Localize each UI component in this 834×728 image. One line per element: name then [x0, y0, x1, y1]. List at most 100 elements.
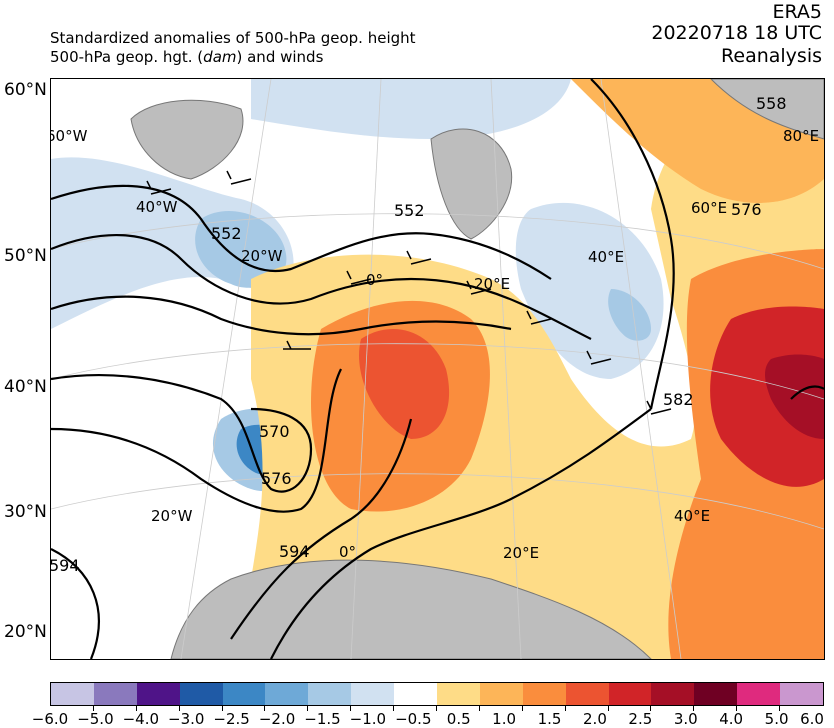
colorbar-tick-label: 2.5: [628, 710, 653, 728]
lon-labels: 60°W 40°W 20°W 0° 20°E 40°E 60°E 80°E 20…: [51, 127, 819, 562]
colorbar-cell: [51, 683, 94, 705]
colorbar-tick: [264, 705, 266, 711]
wind-barb: [406, 250, 432, 265]
lon-label-top: 60°W: [51, 127, 88, 145]
lon-label-top: 20°W: [241, 247, 283, 265]
wind-barb: [226, 170, 252, 185]
colorbar-cell: [136, 683, 180, 705]
anomaly-negative-low1: [195, 211, 287, 288]
colorbar-cell: [651, 683, 695, 705]
wind-barb: [586, 350, 612, 365]
wind-barb: [283, 340, 311, 350]
contour-label: 594: [51, 556, 80, 575]
colorbar-tick: [478, 705, 480, 711]
colorbar-tick: [135, 705, 137, 711]
contour-552-a: [51, 184, 552, 280]
lat-label: 50°N: [4, 246, 47, 266]
anomaly-positive-east-core: [710, 306, 824, 487]
meridian-20w: [180, 79, 272, 659]
colorbar-cell: [437, 683, 480, 705]
contour-558: [51, 233, 592, 340]
lon-label-bottom: 20°E: [503, 544, 539, 562]
map-title-line1: Standardized anomalies of 500-hPa geop. …: [50, 29, 416, 47]
contour-label: 552: [211, 224, 242, 243]
lon-label-top: 0°: [366, 271, 383, 289]
colorbar: [50, 682, 824, 706]
colorbar-tick: [436, 705, 437, 711]
colorbar-cell: [737, 683, 781, 705]
colorbar-tick-label: 3.0: [673, 710, 698, 728]
land-north-russia: [710, 79, 824, 140]
land-masses: [130, 79, 824, 659]
colorbar-tick-label: 0.5: [446, 710, 471, 728]
colorbar-cell: [351, 683, 395, 705]
wind-barb: [146, 180, 172, 195]
colorbar-tick-label: −1.0: [349, 710, 387, 728]
contour-564: [51, 295, 512, 336]
colorbar-tick: [607, 705, 609, 711]
colorbar-tick-label: −2.0: [258, 710, 296, 728]
lon-label-top: 80°E: [783, 127, 819, 145]
lon-label-top: 20°E: [474, 275, 510, 293]
meridian-20e: [490, 79, 522, 659]
colorbar-cell: [565, 683, 609, 705]
colorbar-tick: [564, 705, 566, 711]
land-scandinavia: [430, 128, 513, 240]
wind-barb: [346, 270, 372, 285]
colorbar-cell: [694, 683, 738, 705]
map-canvas: 60°W 40°W 20°W 0° 20°E 40°E 60°E 80°E 20…: [51, 79, 824, 659]
colorbar-tick-label: −1.5: [304, 710, 341, 728]
anomaly-positive-europe: [251, 79, 824, 659]
anomaly-negative-atlantic: [51, 157, 294, 329]
colorbar-tick-label: 1.0: [492, 710, 517, 728]
colorbar-tick: [736, 705, 738, 711]
colorbar-cell: [780, 683, 824, 705]
contour-588: [230, 418, 413, 640]
colorbar-cell: [93, 683, 137, 705]
wind-barbs: [146, 170, 672, 415]
colorbar-tick-label: −6.0: [31, 710, 69, 728]
wind-barb: [526, 310, 552, 325]
colorbar-tick: [650, 705, 652, 711]
colorbar-tick: [350, 705, 352, 711]
contour-label: 552: [394, 201, 425, 220]
colorbar-tick: [307, 705, 309, 711]
colorbar-cell: [608, 683, 652, 705]
contour-582: [270, 408, 652, 659]
lon-label-bottom: 0°: [339, 543, 356, 561]
colorbar-tick: [221, 705, 223, 711]
lon-label-top: 60°E: [691, 199, 727, 217]
height-contours: [51, 79, 824, 659]
contour-label: 558: [756, 94, 787, 113]
lat-label: 30°N: [4, 502, 47, 522]
colorbar-tick: [693, 705, 695, 711]
lon-label-top: 40°E: [588, 248, 624, 266]
colorbar-tick-label: −0.5: [395, 710, 432, 728]
contour-570: [51, 373, 313, 493]
contour-594: [51, 548, 100, 659]
lon-label-bottom: 40°E: [674, 507, 710, 525]
parallel-30n: [51, 473, 824, 530]
colorbar-tick-label: 4.0: [719, 710, 744, 728]
lat-label: 20°N: [4, 622, 47, 642]
lon-label-top: 40°W: [136, 198, 178, 216]
colorbar-cell: [522, 683, 566, 705]
contour-east-high: [790, 385, 824, 400]
colorbar-tick-label: 5.0: [764, 710, 789, 728]
colorbar-tick: [521, 705, 523, 711]
colorbar-tick-label: 2.0: [583, 710, 607, 728]
colorbar-cell: [265, 683, 309, 705]
colorbar-tick-label: −5.0: [77, 710, 114, 728]
colorbar-tick-label: −3.0: [168, 710, 205, 728]
datetime-label: 20220718 18 UTC: [651, 22, 822, 44]
map-title-line2: 500-hPa geop. hgt. (dam) and winds: [50, 48, 324, 66]
lat-label: 40°N: [4, 377, 47, 397]
wind-barb: [646, 400, 672, 415]
lon-label-bottom: 20°W: [151, 507, 193, 525]
colorbar-cell: [308, 683, 352, 705]
colorbar-tick-label: −4.0: [122, 710, 160, 728]
dataset-label: ERA5: [772, 1, 822, 23]
contour-label: 594: [279, 542, 310, 561]
land-north-africa: [170, 559, 652, 659]
colorbar-tick-label: 1.5: [537, 710, 562, 728]
